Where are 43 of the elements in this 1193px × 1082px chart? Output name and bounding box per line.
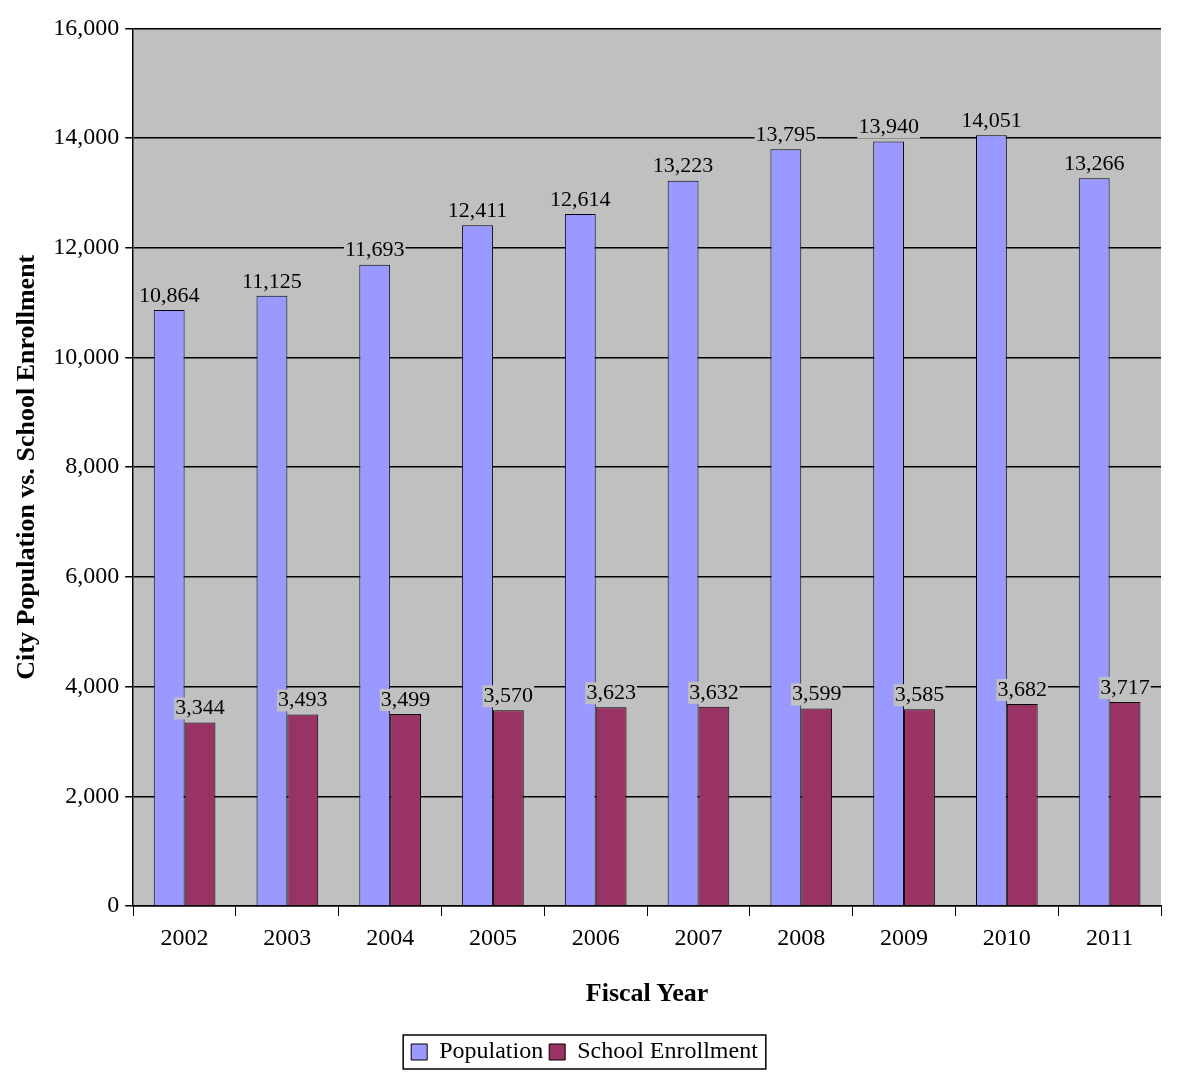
data-label: 3,493 bbox=[278, 686, 328, 712]
data-label: 3,570 bbox=[483, 681, 534, 707]
y-tick-label: 12,000 bbox=[53, 233, 120, 260]
data-label: 3,599 bbox=[791, 680, 842, 706]
legend-label: School Enrollment bbox=[577, 1037, 759, 1064]
data-label: 3,682 bbox=[997, 675, 1047, 701]
x-tick-label: 2011 bbox=[1086, 923, 1134, 950]
x-tick-label: 2006 bbox=[571, 923, 620, 950]
data-label: 12,411 bbox=[447, 197, 508, 223]
x-tick-label: 2009 bbox=[880, 923, 929, 950]
y-tick-label: 0 bbox=[107, 891, 120, 918]
x-tick-label: 2010 bbox=[982, 923, 1031, 950]
x-tick-label: 2003 bbox=[263, 923, 312, 950]
data-label: 3,499 bbox=[380, 685, 431, 711]
y-tick-label: 14,000 bbox=[53, 123, 120, 150]
x-axis-title: Fiscal Year bbox=[585, 978, 709, 1008]
data-label: 11,125 bbox=[242, 267, 302, 293]
data-label: 12,614 bbox=[550, 185, 611, 211]
y-tick-label: 10,000 bbox=[53, 342, 120, 369]
data-label: 3,623 bbox=[586, 679, 636, 705]
data-label: 3,585 bbox=[894, 681, 945, 707]
y-tick-label: 6,000 bbox=[65, 562, 120, 589]
y-tick-label: 4,000 bbox=[65, 671, 120, 698]
data-label: 11,693 bbox=[344, 236, 405, 262]
data-label: 13,940 bbox=[858, 113, 919, 139]
y-tick-label: 16,000 bbox=[53, 13, 120, 40]
data-label: 3,344 bbox=[175, 694, 225, 720]
data-label: 13,266 bbox=[1063, 150, 1125, 176]
y-tick-label: 8,000 bbox=[65, 452, 120, 479]
data-label: 13,223 bbox=[652, 152, 714, 178]
data-label: 14,051 bbox=[961, 107, 1022, 133]
data-label: 13,795 bbox=[755, 121, 817, 147]
x-tick-label: 2008 bbox=[777, 923, 826, 950]
data-label: 3,717 bbox=[1100, 673, 1150, 699]
data-label: 3,632 bbox=[689, 678, 739, 704]
legend-label: Population bbox=[439, 1037, 544, 1064]
x-tick-label: 2007 bbox=[674, 923, 723, 950]
y-tick-label: 2,000 bbox=[65, 781, 120, 808]
data-label: 10,864 bbox=[138, 281, 200, 307]
y-axis-title: City Population vs. School Enrollment bbox=[11, 254, 41, 680]
x-tick-label: 2005 bbox=[468, 923, 517, 950]
x-tick-label: 2004 bbox=[366, 923, 415, 950]
x-tick-label: 2002 bbox=[160, 923, 209, 950]
